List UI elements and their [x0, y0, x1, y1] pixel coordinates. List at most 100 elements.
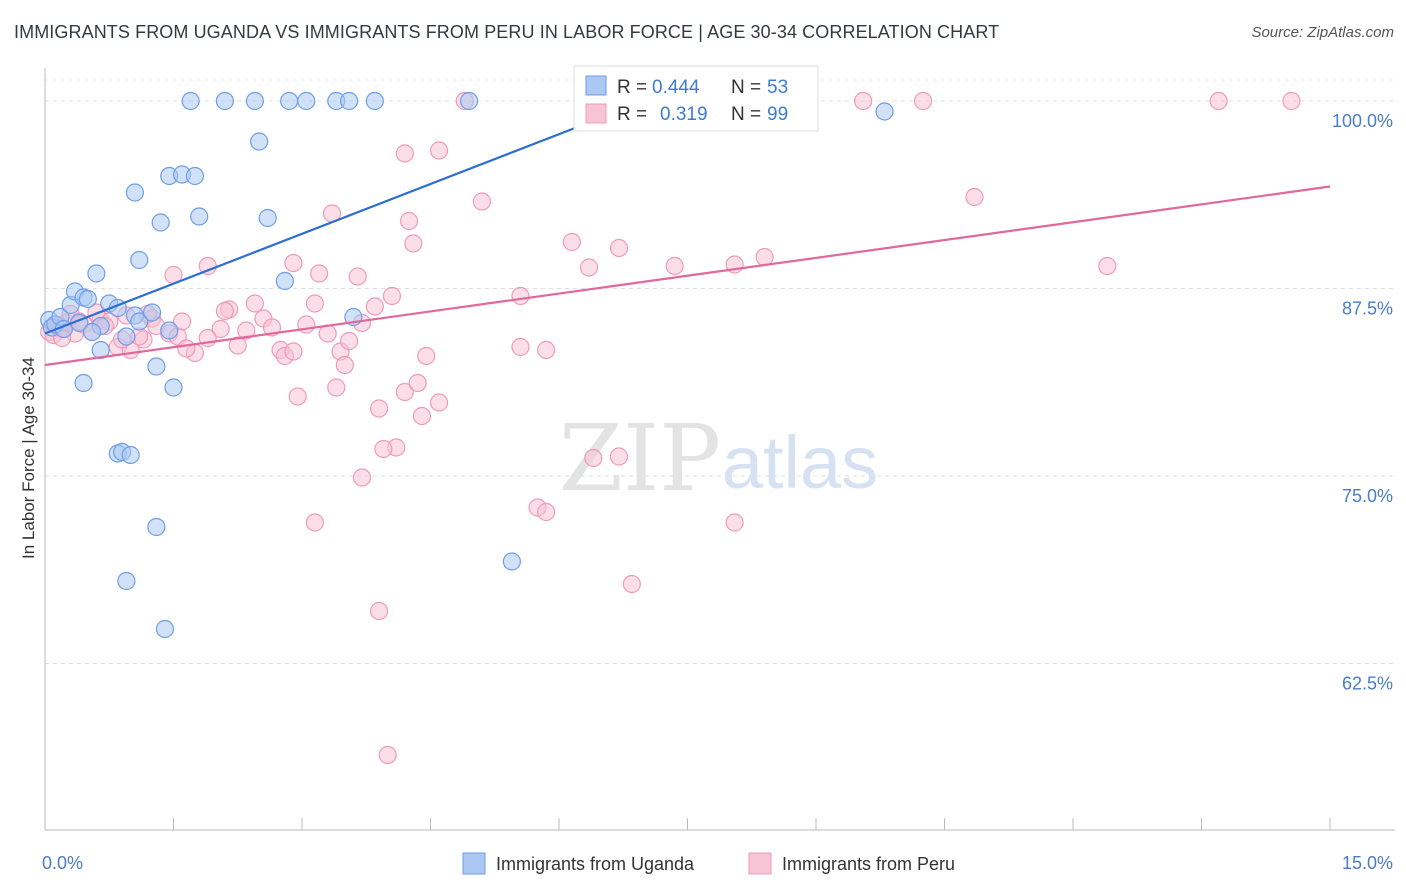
peru-point-71 [609, 238, 629, 258]
legend-swatch-uganda [585, 75, 607, 96]
peru-point-85 [1209, 91, 1228, 111]
peru-point-76 [622, 574, 641, 594]
legend-box [573, 65, 819, 132]
legend: R = 0.444 N = 53 R = 0.319 N = 99 [573, 65, 819, 132]
peru-point-84 [1098, 256, 1117, 276]
uganda-point-36 [190, 207, 209, 226]
peru-point-44 [408, 373, 427, 393]
peru-point-79 [755, 247, 774, 267]
y-tick-label-3: 100.0% [1332, 111, 1393, 131]
peru-point-35 [340, 331, 359, 351]
uganda-point-46 [340, 91, 359, 111]
uganda-point-28 [117, 571, 136, 591]
peru-point-41 [370, 399, 389, 418]
peru-point-42 [382, 286, 402, 306]
peru-point-50 [374, 439, 393, 459]
uganda-point-43 [280, 91, 299, 111]
uganda-point-42 [245, 91, 264, 111]
uganda-point-38 [258, 208, 277, 228]
legend-n-value-peru: 99 [767, 104, 788, 125]
uganda-point-21 [91, 340, 110, 360]
legend-r-value-uganda: 0.444 [652, 77, 700, 98]
y-tick-label-2: 87.5% [1342, 299, 1393, 319]
peru-point-23 [228, 336, 247, 355]
watermark-zip: ZIP [559, 405, 721, 512]
legend-r-label-peru: R = [617, 104, 647, 125]
peru-point-24 [237, 321, 256, 340]
uganda-point-19 [160, 321, 179, 340]
peru-point-53 [378, 745, 397, 765]
uganda-point-13 [83, 322, 102, 342]
legend-r-value-peru: 0.319 [660, 104, 708, 125]
uganda-point-15 [117, 327, 136, 346]
uganda-point-17 [130, 312, 149, 331]
uganda-point-26 [164, 378, 183, 397]
bottom-legend-label-peru: Immigrants from Peru [782, 854, 955, 874]
peru-point-80 [725, 513, 744, 532]
peru-point-66 [511, 286, 530, 306]
peru-trend-line [44, 185, 1331, 367]
peru-point-57 [284, 253, 303, 273]
peru-point-98 [177, 339, 196, 358]
peru-point-45 [417, 346, 436, 366]
watermark-atlas: atlas [722, 421, 878, 504]
trend-lines [44, 99, 1331, 367]
bottom-legend: Immigrants from Uganda Immigrants from P… [462, 852, 955, 875]
uganda-point-32 [151, 213, 170, 232]
uganda-point-51 [502, 552, 521, 571]
uganda-point-29 [155, 619, 175, 639]
peru-point-61 [399, 211, 419, 231]
peru-point-39 [288, 387, 307, 406]
uganda-point-18 [142, 303, 162, 322]
uganda-point-25 [147, 357, 166, 376]
uganda-point-9 [78, 289, 97, 309]
peru-point-73 [609, 447, 629, 466]
peru-point-69 [562, 232, 581, 252]
peru-point-38 [327, 378, 346, 397]
peru-point-46 [429, 393, 449, 412]
uganda-point-27 [147, 517, 166, 537]
peru-point-40 [365, 297, 384, 316]
x-tick-label-max: 15.0% [1342, 853, 1393, 873]
uganda-point-47 [365, 91, 384, 111]
watermark: ZIP atlas [559, 405, 878, 512]
peru-point-75 [537, 502, 556, 522]
peru-point-83 [965, 187, 984, 207]
peru-point-82 [913, 91, 933, 111]
uganda-point-44 [297, 91, 316, 111]
legend-swatch-peru [585, 103, 607, 124]
x-tick-label-min: 0.0% [42, 853, 83, 873]
peru-point-77 [665, 256, 684, 276]
grid-lines [45, 79, 1395, 664]
peru-point-59 [348, 267, 367, 286]
uganda-point-48 [459, 91, 479, 111]
peru-point-70 [579, 258, 599, 277]
peru-point-30 [284, 342, 303, 361]
bottom-legend-swatch-uganda [462, 852, 486, 875]
peru-point-58 [310, 264, 329, 283]
peru-point-21 [211, 319, 230, 339]
peru-point-52 [370, 601, 389, 621]
legend-n-label-uganda: N = [731, 77, 761, 98]
peru-point-67 [511, 337, 530, 357]
x-tick-labels: 0.0% 15.0% [42, 853, 1393, 873]
uganda-point-20 [74, 373, 93, 393]
uganda-points [40, 91, 894, 639]
y-tick-label-0: 62.5% [1342, 674, 1393, 694]
peru-point-63 [429, 141, 449, 160]
chart-title: IMMIGRANTS FROM UGANDA VS IMMIGRANTS FRO… [14, 22, 1000, 42]
bottom-legend-label-uganda: Immigrants from Uganda [496, 854, 695, 874]
uganda-point-41 [215, 91, 234, 111]
axes [44, 68, 1395, 831]
uganda-point-37 [250, 132, 269, 151]
uganda-point-39 [275, 271, 294, 291]
peru-point-86 [1282, 91, 1301, 111]
y-axis-label: In Labor Force | Age 30-34 [19, 357, 38, 559]
peru-point-81 [854, 91, 873, 111]
peru-point-32 [305, 294, 324, 313]
peru-point-18 [172, 312, 192, 331]
peru-point-49 [352, 468, 372, 487]
legend-n-value-uganda: 53 [767, 77, 788, 98]
y-tick-labels: 62.5% 75.0% 87.5% 100.0% [1332, 111, 1393, 694]
legend-n-label-peru: N = [731, 104, 761, 125]
